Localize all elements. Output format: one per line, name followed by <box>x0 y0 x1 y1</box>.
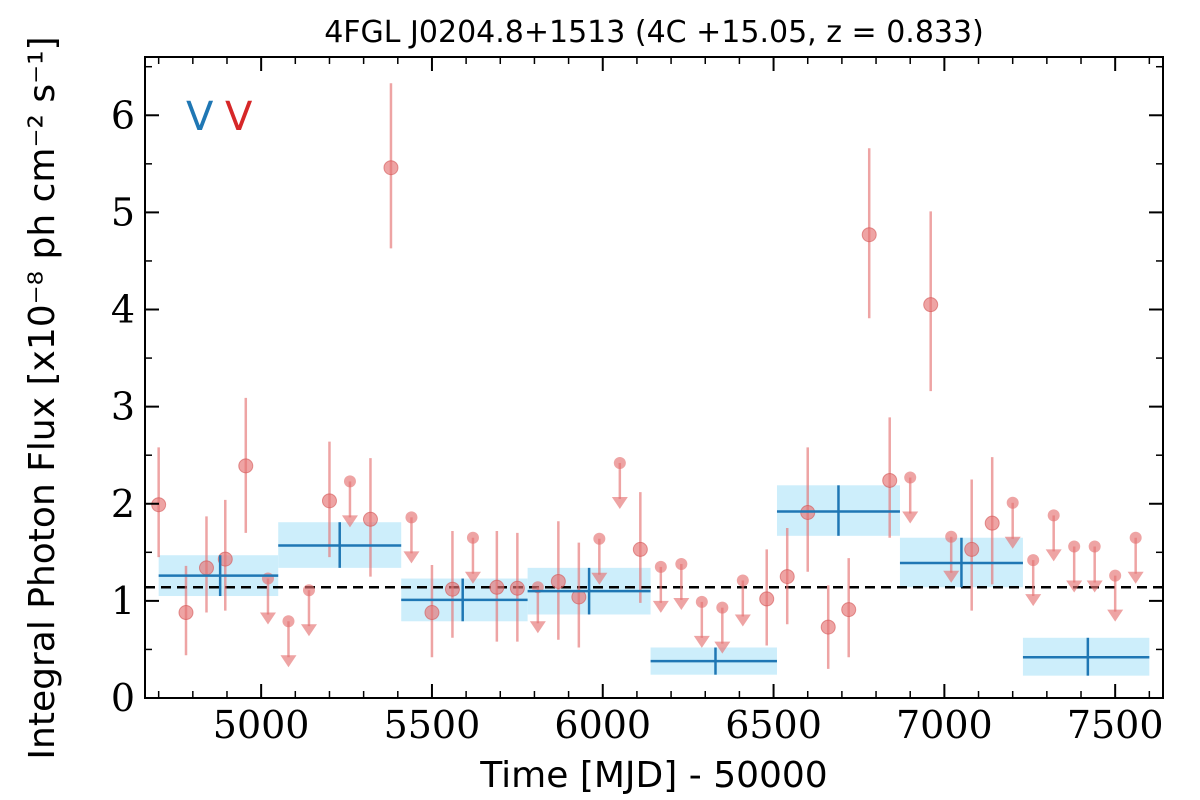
upper-limit-point <box>675 557 688 570</box>
upper-limit-arrow <box>280 655 297 668</box>
upper-limit-point <box>1109 569 1122 582</box>
upper-limit-arrow <box>652 600 669 613</box>
x-tick-label: 6000 <box>554 703 651 747</box>
short-bin-point <box>489 579 505 595</box>
x-tick-label: 5000 <box>213 703 310 747</box>
short-bin-point <box>882 472 898 488</box>
upper-limit-point <box>945 530 958 543</box>
x-axis-label: Time [MJD] - 50000 <box>479 755 827 796</box>
short-bin-point <box>321 493 337 509</box>
upper-limit-point <box>1047 509 1060 522</box>
upper-limit-arrow <box>1107 609 1124 622</box>
upper-limit-point <box>904 471 917 484</box>
upper-limit-arrow <box>693 635 710 648</box>
upper-limit-point <box>302 584 315 597</box>
upper-limit-arrow <box>734 614 751 627</box>
y-tick-label: 0 <box>111 676 135 720</box>
upper-limit-arrow <box>1045 549 1062 562</box>
x-tick-label: 7000 <box>896 703 993 747</box>
upper-limit-arrow <box>403 551 420 564</box>
upper-limit-arrow <box>1066 580 1083 593</box>
upper-limit-point <box>282 615 295 628</box>
y-axis-label: Integral Photon Flux [x10⁻⁸ ph cm⁻² s⁻¹] <box>22 36 63 759</box>
short-bin-point <box>383 160 399 176</box>
short-bin-point <box>820 619 836 635</box>
short-bin-point <box>217 551 233 567</box>
upper-limit-arrow <box>300 624 317 637</box>
variability-tag-long-bins: V <box>186 94 214 140</box>
upper-limit-point <box>1088 540 1101 553</box>
upper-limit-arrow <box>591 572 608 585</box>
upper-limit-point <box>593 532 606 545</box>
short-bin-point <box>984 515 1000 531</box>
short-bin-point <box>424 605 440 621</box>
y-tick-label: 3 <box>111 385 135 429</box>
chart-title: 4FGL J0204.8+1513 (4C +15.05, z = 0.833) <box>324 15 984 50</box>
upper-limit-point <box>736 574 749 587</box>
upper-limit-arrow <box>1127 571 1144 584</box>
x-tick-label: 6500 <box>725 703 822 747</box>
short-bin-point <box>362 511 378 527</box>
variability-tag-short-bins: V <box>225 94 253 140</box>
plot-frame <box>144 56 1164 699</box>
y-tick-label: 2 <box>111 482 135 526</box>
upper-limit-point <box>716 601 729 614</box>
upper-limit-point <box>1068 540 1081 553</box>
upper-limit-arrow <box>341 515 358 528</box>
short-bin-point <box>178 605 194 621</box>
short-bin-point <box>923 297 939 313</box>
upper-limit-arrow <box>673 597 690 610</box>
upper-limit-point <box>466 531 479 544</box>
y-tick-label: 4 <box>111 288 135 332</box>
upper-limit-arrow <box>259 612 276 625</box>
short-bin-point <box>632 541 648 557</box>
upper-limit-point <box>1027 554 1040 567</box>
upper-limit-point <box>1129 531 1142 544</box>
short-bin-point <box>444 581 460 597</box>
upper-limit-arrow <box>714 641 731 654</box>
short-bin-point <box>550 573 566 589</box>
upper-limit-arrow <box>529 621 546 634</box>
x-tick-label: 5500 <box>384 703 481 747</box>
upper-limit-arrow <box>1086 580 1103 593</box>
y-tick-label: 6 <box>111 93 135 137</box>
short-bin-point <box>759 591 775 607</box>
upper-limit-arrow <box>611 496 628 509</box>
upper-limit-point <box>695 595 708 608</box>
upper-limit-point <box>261 572 274 585</box>
short-bin-point <box>238 458 254 474</box>
upper-limit-arrow <box>1004 536 1021 549</box>
y-tick-label: 5 <box>111 190 135 234</box>
short-bin-point <box>964 541 980 557</box>
upper-limit-arrow <box>902 511 919 524</box>
x-tick-label: 7500 <box>1067 703 1164 747</box>
short-bin-point <box>841 602 857 618</box>
upper-limit-point <box>613 456 626 469</box>
upper-limit-point <box>405 511 418 524</box>
upper-limit-point <box>654 560 667 573</box>
plot-area: 5000 5500 6000 6500 7000 7500 0 1 2 3 4 5 6 <box>111 56 1164 747</box>
upper-limit-arrow <box>1025 594 1042 607</box>
y-tick-label: 1 <box>111 579 135 623</box>
upper-limit-point <box>343 475 356 488</box>
upper-limit-arrow <box>943 570 960 583</box>
upper-limit-point <box>1006 496 1019 509</box>
upper-limit-arrow <box>464 571 481 584</box>
short-bin-point <box>198 560 214 576</box>
short-bin-point <box>779 569 795 585</box>
short-bin-point <box>861 227 877 243</box>
short-bin-point <box>509 580 525 596</box>
